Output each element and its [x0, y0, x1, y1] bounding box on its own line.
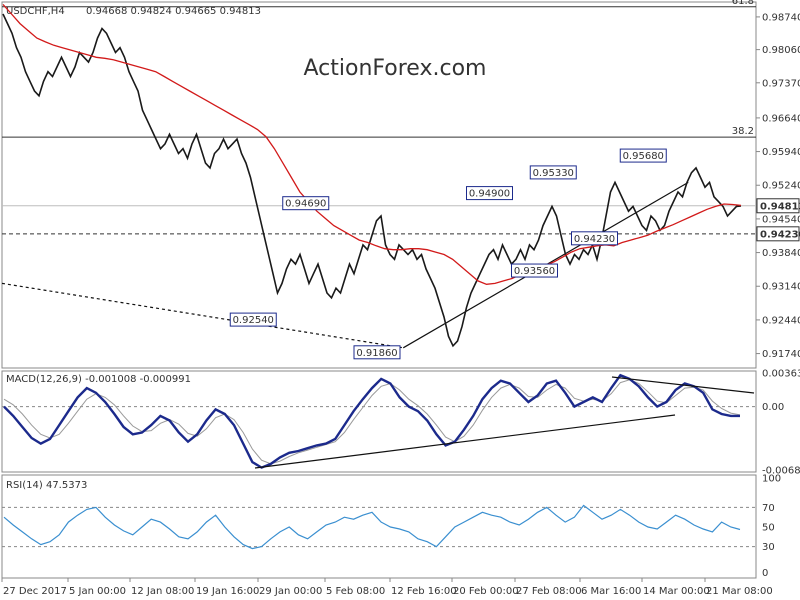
time-tick-label: 12 Feb 16:00 [391, 586, 457, 597]
fibonacci-levels: 61.8 38.2 [2, 0, 756, 138]
current-price-badge [756, 198, 800, 214]
price-annotation-box [229, 312, 277, 327]
time-tick-label: 14 Mar 00:00 [643, 586, 710, 597]
macd-axis-label: -0.006858 [762, 466, 800, 477]
rsi-line [3, 504, 741, 550]
time-tick-label: 29 Jan 00:00 [259, 586, 322, 597]
fib-level-label: 38.2 [732, 126, 754, 137]
price-pane: ActionForex.com USDCHF,H4 0.94668 0.9482… [1, 0, 800, 369]
price-annotation-label: 0.94230 [574, 234, 615, 245]
price-annotations: 0.94690 0.92540 0.91860 0.94900 0.95330 0.935… [229, 148, 667, 360]
price-annotation-box [511, 263, 558, 278]
macd-axis-label: 0.00 [762, 402, 784, 413]
price-tick-label: 0.91740 [762, 349, 800, 360]
fib-level-label: 61.8 [732, 0, 754, 7]
time-tick-label: 27 Feb 08:00 [516, 586, 582, 597]
price-tick-label: 0.95940 [762, 147, 800, 158]
watermark: ActionForex.com [304, 56, 487, 81]
time-tick-label: 21 Mar 08:00 [706, 586, 773, 597]
time-tick-label: 6 Mar 16:00 [581, 586, 641, 597]
price-tick-label: 0.92440 [762, 315, 800, 326]
macd-lower-trendline [254, 414, 676, 469]
price-tick-label: 0.93140 [762, 282, 800, 293]
price-axis-badges: 0.94813 0.94230 [756, 198, 800, 242]
price-annotation-label: 0.95680 [623, 151, 664, 162]
price-annotation-box [282, 196, 330, 211]
rsi-axis-label: 30 [762, 542, 775, 553]
support-price-badge [756, 226, 800, 242]
current-price-badge-label: 0.94813 [760, 201, 800, 212]
price-annotation-box [353, 345, 401, 360]
rsi-label: RSI(14) 47.5373 [6, 480, 87, 491]
instrument-label: USDCHF,H4 [6, 6, 65, 17]
rsi-axis-label: 50 [762, 523, 775, 534]
price-tick-label: 0.94540 [762, 214, 800, 225]
rsi-axis-label: 70 [762, 503, 775, 514]
time-tick-label: 12 Jan 08:00 [131, 586, 194, 597]
price-annotation-label: 0.93560 [514, 266, 555, 277]
macd-label: MACD(12,26,9) -0.001008 -0.000991 [6, 374, 191, 385]
macd-axis: 0.003638 0.00 -0.006858 [762, 369, 800, 477]
price-annotation-label: 0.95330 [533, 168, 574, 179]
price-series-line [2, 13, 742, 348]
rsi-axis-label: 100 [762, 474, 781, 485]
price-annotation-label: 0.91860 [356, 348, 397, 359]
price-annotation-box [619, 148, 667, 163]
price-tick-label: 0.96640 [762, 113, 800, 124]
time-axis: 27 Dec 2017 5 Jan 00:00 12 Jan 08:00 19 Jan… [1, 578, 773, 597]
price-annotation-label: 0.94690 [285, 199, 326, 210]
price-annotation-box [466, 186, 513, 201]
price-tick-label: 0.93840 [762, 248, 800, 259]
macd-signal-line [3, 379, 741, 465]
price-axis: 0.98740 0.98060 0.97370 0.96640 0.95940 0.952… [756, 12, 800, 360]
price-annotation-box [529, 165, 577, 180]
rsi-pane-frame [1, 474, 757, 579]
price-annotation-label: 0.92540 [233, 315, 274, 326]
macd-upper-trendline [611, 376, 755, 394]
price-tick-label: 0.98060 [762, 45, 800, 56]
price-annotation-label: 0.94900 [469, 189, 510, 200]
rsi-axis-label: 0 [762, 568, 768, 579]
price-annotation-box [571, 231, 618, 246]
time-tick-label: 5 Feb 08:00 [326, 586, 385, 597]
ohlc-readout: 0.94668 0.94824 0.94665 0.94813 [86, 6, 261, 17]
price-tick-label: 0.97370 [762, 78, 800, 89]
support-price-badge-label: 0.94230 [760, 229, 800, 240]
macd-main-line [3, 373, 740, 469]
price-tick-label: 0.98740 [762, 12, 800, 23]
rsi-pane: RSI(14) 47.5373 100 70 50 30 0 [1, 474, 781, 579]
price-tick-label: 0.95240 [762, 181, 800, 192]
macd-axis-label: 0.003638 [762, 369, 800, 380]
support-line-group [2, 205, 756, 235]
macd-pane: MACD(12,26,9) -0.001008 -0.000991 0.0036… [1, 369, 800, 477]
long-term-dashed-trendline [1, 282, 404, 349]
rsi-axis: 100 70 50 30 0 [2, 474, 781, 579]
macd-pane-frame [1, 370, 757, 473]
time-tick-label: 27 Dec 2017 [3, 586, 67, 597]
time-tick-label: 20 Feb 00:00 [453, 586, 519, 597]
time-tick-label: 19 Jan 16:00 [196, 586, 259, 597]
time-tick-label: 5 Jan 00:00 [69, 586, 126, 597]
